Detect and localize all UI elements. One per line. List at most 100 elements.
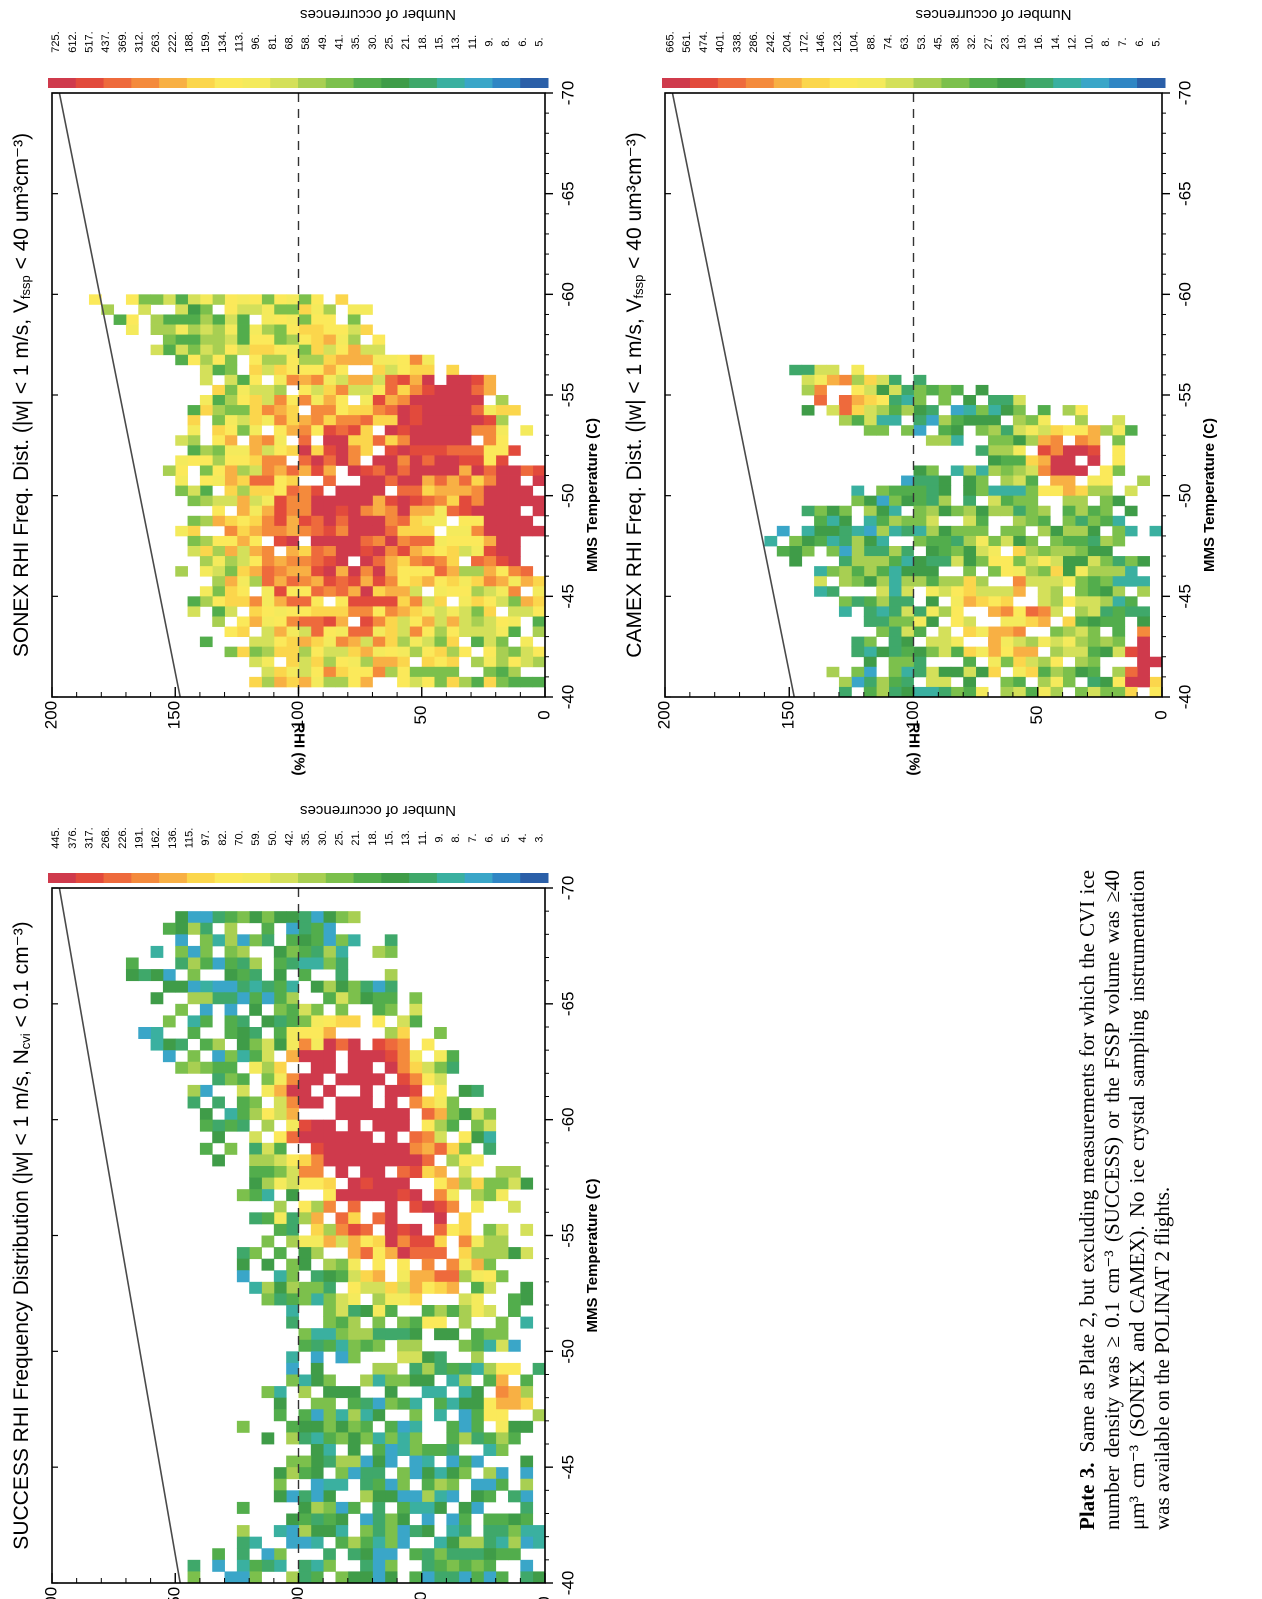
heatmap-cell [434, 1386, 447, 1399]
heatmap-cell [199, 485, 213, 497]
heatmap-cell [236, 1571, 250, 1584]
heatmap-cell [483, 616, 497, 627]
heatmap-cell [863, 425, 877, 436]
y-tick-label: 0 [1151, 710, 1170, 719]
heatmap-cell [508, 1166, 521, 1178]
heatmap-cell [298, 1212, 312, 1225]
heatmap-cell [212, 364, 225, 376]
heatmap-cell [421, 606, 435, 617]
heatmap-cell [310, 415, 324, 426]
heatmap-cell [1062, 455, 1076, 466]
heatmap-cell [1000, 445, 1014, 456]
heatmap-cell [1012, 586, 1026, 597]
heatmap-cell [236, 596, 250, 607]
heatmap-cell [458, 515, 472, 527]
heatmap-cell [273, 576, 287, 587]
heatmap-cell [409, 1420, 423, 1433]
heatmap-cell [1075, 445, 1088, 456]
colorbar-label: 19. [1016, 34, 1028, 49]
heatmap-cell [409, 626, 423, 637]
heatmap-cell [187, 1050, 201, 1063]
heatmap-cell [224, 294, 238, 305]
heatmap-cell [298, 646, 312, 658]
heatmap-cell [446, 676, 460, 688]
colorbar-label: 68. [284, 34, 296, 49]
heatmap-cell [286, 1536, 299, 1549]
heatmap-cell [888, 556, 902, 567]
heatmap-cell [446, 445, 460, 456]
heatmap-cell [384, 566, 398, 577]
heatmap-cell [323, 1119, 336, 1132]
heatmap-cell [360, 1050, 373, 1063]
heatmap-cell [838, 515, 852, 527]
heatmap-cell [421, 384, 435, 396]
heatmap-cell [458, 1536, 472, 1549]
heatmap-cell [434, 656, 447, 668]
heatmap-cell [483, 1397, 497, 1410]
heatmap-cell [888, 515, 902, 527]
heatmap-cell [249, 495, 262, 507]
heatmap-cell [901, 626, 914, 637]
heatmap-cell [187, 992, 201, 1005]
colorbar-swatch [997, 78, 1026, 88]
heatmap-cell [286, 626, 299, 637]
heatmap-cell [397, 1525, 410, 1538]
heatmap-cell [434, 1501, 447, 1514]
heatmap-cell [384, 515, 398, 527]
heatmap-cell [434, 1223, 447, 1236]
colorbar-swatch [1053, 78, 1082, 88]
heatmap-cell [458, 1548, 472, 1561]
heatmap-cell [372, 1536, 386, 1549]
heatmap-cell [261, 455, 275, 466]
heatmap-cell [963, 586, 977, 597]
heatmap-cell [988, 666, 1001, 678]
heatmap-cell [532, 1409, 546, 1422]
heatmap-cell [520, 1513, 534, 1526]
heatmap-cell [458, 1571, 472, 1584]
heatmap-cell [446, 405, 460, 416]
heatmap-cell [212, 435, 225, 446]
heatmap-cell [495, 1374, 509, 1387]
heatmap-cell [434, 1177, 447, 1190]
heatmap-cell [347, 324, 361, 335]
heatmap-cell [988, 546, 1001, 557]
heatmap-cell [1112, 586, 1126, 597]
heatmap-cell [323, 656, 336, 668]
heatmap-cell [347, 1119, 361, 1132]
heatmap-cell [975, 505, 989, 517]
heatmap-cell [224, 556, 238, 567]
heatmap-cell [434, 616, 447, 627]
heatmap-cell [335, 1258, 349, 1271]
heatmap-cell [360, 546, 373, 557]
heatmap-cell [1037, 586, 1051, 597]
heatmap-cell [261, 922, 275, 935]
heatmap-cell [901, 384, 914, 396]
heatmap-cell [384, 435, 398, 446]
heatmap-cell [236, 465, 250, 476]
heatmap-cell [913, 415, 927, 426]
heatmap-cell [434, 646, 447, 658]
heatmap-cell [508, 626, 521, 637]
heatmap-cell [360, 435, 373, 446]
heatmap-cell [409, 666, 423, 678]
heatmap-cell [187, 945, 201, 958]
heatmap-cell [1050, 465, 1063, 476]
heatmap-cell [1062, 646, 1076, 658]
heatmap-cell [384, 1559, 398, 1572]
heatmap-cell [187, 485, 201, 497]
heatmap-cell [249, 911, 262, 924]
heatmap-cell [199, 1061, 213, 1074]
heatmap-cell [495, 1548, 509, 1561]
heatmap-cell [199, 1003, 213, 1016]
colorbar-label: 226. [117, 827, 129, 848]
heatmap-cell [199, 455, 213, 466]
heatmap-cell [360, 1073, 373, 1086]
heatmap-cell [384, 425, 398, 436]
heatmap-cell [372, 1362, 386, 1375]
heatmap-cell [458, 465, 472, 476]
heatmap-cell [458, 374, 472, 386]
heatmap-cell [360, 495, 373, 507]
heatmap-cell [938, 556, 952, 567]
heatmap-cell [471, 515, 484, 527]
heatmap-cell [335, 334, 349, 346]
